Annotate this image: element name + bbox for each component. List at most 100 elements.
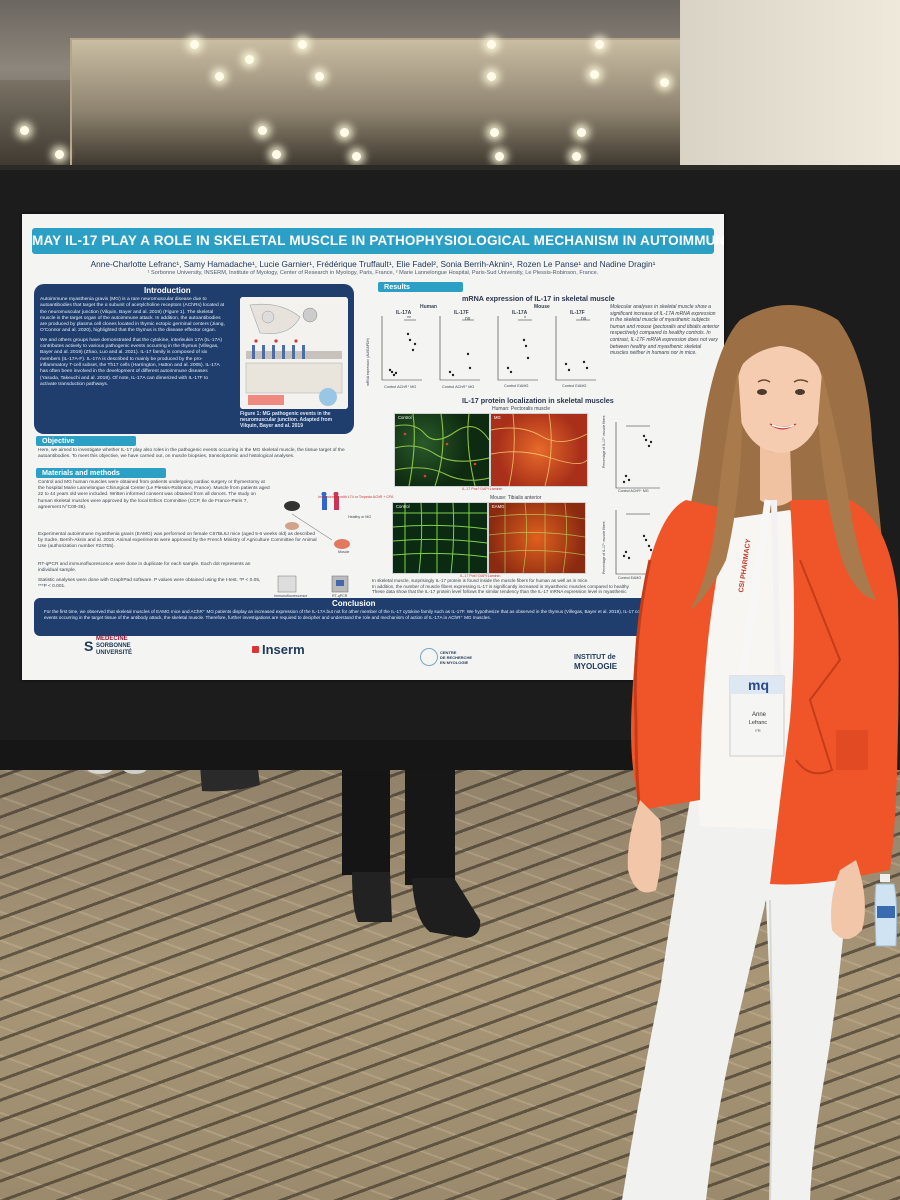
introduction-text: Autoimmune myasthenia gravis (MG) is a r…	[40, 297, 226, 388]
logo-institut-line-1: INSTITUT de	[574, 654, 616, 661]
methods-item-1: Control and MG human muscles were obtain…	[38, 480, 270, 510]
micrograph-human-mg-pattern	[490, 413, 588, 487]
methods-diagram-label-2: Healthy or MG	[348, 515, 372, 519]
results-heading: Results	[384, 282, 410, 291]
conclusion-heading: Conclusion	[332, 599, 376, 608]
results-bullet-2: In addition, the number of muscle fibers…	[372, 583, 629, 589]
logo-medecine-line-2: SORBONNE	[96, 643, 131, 649]
poster-board-base	[0, 740, 660, 770]
mrna-human-groups-1: Control AChR⁺ MG	[384, 385, 417, 389]
poster-title: MAY IL-17 PLAY A ROLE IN SKELETAL MUSCLE…	[32, 228, 724, 254]
micro-label-mg: MG	[494, 415, 501, 420]
panel-1-gene: IL-17A	[396, 310, 412, 316]
methods-item-4: Statistic analyses were done with GraphP…	[38, 578, 261, 590]
research-poster: MAY IL-17 PLAY A ROLE IN SKELETAL MUSCLE…	[22, 214, 724, 680]
localization-title: IL-17 protein localization in skeletal m…	[462, 396, 614, 405]
results-bullets: In skeletal muscle, surprisingly IL-17 p…	[372, 578, 712, 595]
micro-label-eamg: EAMG	[492, 504, 505, 509]
ceiling-light	[595, 40, 604, 49]
panel-3-gene: IL-17A	[512, 310, 528, 316]
logo-inserm-mark	[252, 646, 259, 653]
ceiling-light	[258, 126, 267, 135]
panel-4-gene: IL-17F	[570, 310, 585, 316]
objective-heading-bar: Objective	[36, 436, 136, 446]
objective-text: Here, we aimed to investigate whether IL…	[38, 448, 345, 460]
ceiling-light	[495, 152, 504, 161]
panel-4-significance: ns	[581, 316, 587, 322]
micro-label-control-human: Control	[398, 415, 412, 420]
methods-heading: Materials and methods	[42, 468, 120, 477]
ceiling-light	[352, 152, 361, 161]
micro-label-control-mouse: Control	[396, 504, 410, 509]
badge-country: FR	[755, 728, 761, 733]
mrna-mouse-groups-2: Control EAMG	[562, 384, 587, 388]
water-bottle	[874, 874, 898, 947]
logo-institut-line-2: MYOLOGIE	[574, 662, 618, 671]
ceiling-light	[55, 150, 64, 159]
fiber-human-groups: Control AChR⁺ MG	[618, 489, 649, 493]
ceiling-light	[190, 40, 199, 49]
human-muscle-label: Human: Pectoralis muscle	[492, 406, 551, 412]
results-bullet-1: In skeletal muscle, surprisingly IL-17 p…	[372, 578, 589, 583]
mrna-human-groups-2: Control AChR⁺ MG	[442, 385, 475, 389]
poster-authors: Anne-Charlotte Lefranc¹, Samy Hamadache¹…	[90, 259, 656, 269]
ceiling-right-wall	[680, 0, 900, 170]
ceiling-light	[340, 128, 349, 137]
ceiling-light	[315, 72, 324, 81]
introduction-paragraph-1: Autoimmune myasthenia gravis (MG) is a r…	[40, 297, 225, 334]
panel-3-significance: *	[524, 316, 526, 322]
ceiling-light	[487, 72, 496, 81]
figure-1-caption: Figure 1: MG pathogenic events in the ne…	[240, 411, 333, 429]
badge-logo: mq	[748, 677, 769, 693]
mouse-label: Mouse	[534, 304, 550, 310]
micrograph-human-control-pattern	[394, 413, 490, 487]
ceiling-light	[572, 152, 581, 161]
panel-2-significance: ns	[465, 316, 471, 322]
fiber-mouse-groups: Control EAMG	[618, 576, 642, 580]
objective-heading: Objective	[42, 436, 75, 445]
methods-diagram-label-5: Immunofluorescence	[274, 594, 308, 598]
results-text: Molecular analyses in skeletal muscle sh…	[610, 304, 720, 357]
ceiling-light	[298, 40, 307, 49]
logo-centre-line-1: CENTRE	[440, 650, 457, 655]
ceiling-light	[272, 150, 281, 159]
results-heading-bar: Results	[378, 282, 463, 292]
micrograph-mouse-control-pattern	[392, 502, 488, 574]
mrna-section-title: mRNA expression of IL-17 in skeletal mus…	[462, 294, 615, 303]
methods-diagram-label-3: Muscle	[338, 550, 350, 554]
conclusion-panel: Conclusion For the first time, we observ…	[34, 598, 714, 636]
panel-1-significance: **	[407, 316, 411, 322]
badge-last-name: Lefranc	[748, 720, 768, 726]
ceiling-light	[490, 128, 499, 137]
mouse-muscle-label: Mouse: Tibialis anterior	[490, 495, 542, 501]
methods-item-2: Experimental autoimmune myasthenia gravi…	[38, 532, 317, 550]
ceiling-light	[487, 40, 496, 49]
results-bullet-3: These data show that the IL-17 protein l…	[372, 589, 627, 595]
poster-affiliations: ¹ Sorbonne University, INSERM, Institute…	[147, 270, 599, 276]
methods-diagram-label-1: Immunization with L74 or Torpedo AChR + …	[318, 495, 394, 499]
methods-heading-bar: Materials and methods	[36, 468, 166, 478]
logo-centre-icon	[420, 648, 438, 666]
background-person-legs	[342, 760, 481, 938]
badge-first-name: Anne	[751, 712, 766, 718]
logo-medecine-line-3: UNIVERSITÉ	[96, 650, 133, 656]
ceiling-light	[20, 126, 29, 135]
methods-diagram	[277, 492, 350, 593]
micrograph-mouse-eamg-pattern	[488, 502, 586, 574]
logo-centre-line-3: EN MYOLOGIE	[440, 660, 469, 665]
introduction-panel: Introduction Autoimmune myasthenia gravi…	[34, 284, 354, 434]
micrograph-human-control	[394, 413, 490, 487]
logo-inserm: Inserm	[262, 642, 305, 657]
logo-s-icon: S	[84, 638, 94, 654]
micrograph-mouse-control	[392, 502, 488, 574]
panel-2-gene: IL-17F	[454, 310, 469, 316]
methods-diagram-label-4: RT-qPCR	[332, 594, 348, 598]
ceiling-light	[590, 70, 599, 79]
methods-item-3: RT-qPCR and immunofluorescence were done…	[38, 562, 251, 574]
stain-caption-mouse: IL-17 Pos? DAPI Laminin	[460, 574, 501, 578]
ceiling-light	[215, 72, 224, 81]
neuromuscular-junction-figure	[240, 297, 348, 409]
micrograph-human-mg	[490, 413, 588, 487]
